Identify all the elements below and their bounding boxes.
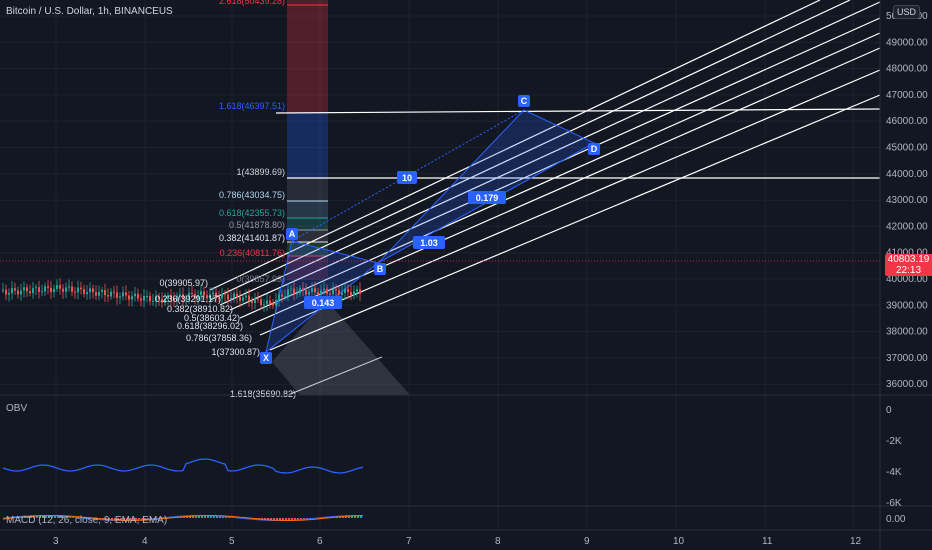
- svg-text:0.179: 0.179: [476, 193, 499, 203]
- grid-lines: [0, 0, 880, 530]
- currency-button[interactable]: USD: [892, 5, 920, 19]
- fib-level-label: 0.786(43034.75): [219, 190, 285, 200]
- fib-projection-label: 1.618(35690.82): [230, 389, 296, 399]
- obv-tick-label: 0: [886, 405, 892, 416]
- price-tick-label: 37000.00: [886, 353, 928, 364]
- svg-text:10: 10: [402, 173, 412, 183]
- pattern-point-D: [588, 143, 600, 155]
- time-tick-label: 7: [406, 536, 412, 547]
- pattern-point-C: [518, 95, 530, 107]
- time-tick-label: 9: [584, 536, 590, 547]
- last-price: 40803.19: [887, 254, 930, 265]
- time-tick-label: 8: [495, 536, 501, 547]
- pattern-point-X: [260, 352, 272, 364]
- pattern-ratio-badge: [304, 296, 342, 309]
- pattern-ratio-labels: 0.143 10 0.179 1.03: [304, 171, 506, 309]
- fib-level-label: 0.382(41401.87): [219, 233, 285, 243]
- time-tick-label: 4: [142, 536, 148, 547]
- pattern-point-B: [374, 263, 386, 275]
- symbol-title[interactable]: Bitcoin / U.S. Dollar, 1h, BINANCEUS: [6, 6, 173, 17]
- svg-text:C: C: [521, 96, 528, 106]
- bar-countdown: 22:13: [895, 265, 922, 276]
- price-tick-label: 47000.00: [886, 90, 928, 101]
- obv-tick-label: -6K: [886, 498, 902, 509]
- time-axis[interactable]: 3 4 5 6 7 8 9 10 11 12: [53, 536, 862, 547]
- fib-projection-label: 0(39905.97): [159, 278, 208, 288]
- fib-projection-label: 1(37300.87): [211, 347, 260, 357]
- fib-level-label: 1(43899.69): [236, 167, 285, 177]
- macd-tick-label: 0.00: [886, 514, 906, 525]
- time-tick-label: 12: [850, 536, 862, 547]
- fib-projection-labels: 0(39905.97) 0.236(39291.17)0.382(38910.82…: [155, 278, 296, 399]
- price-tick-label: 48000.00: [886, 64, 928, 75]
- fib-projection-label: 0.236(39291.17): [155, 294, 221, 304]
- obv-label[interactable]: OBV: [6, 403, 28, 414]
- candlestick-series: [2, 278, 361, 312]
- pattern-point-labels: X A B C D: [260, 95, 600, 364]
- price-tick-label: 49000.00: [886, 37, 928, 48]
- price-tick-label: 44000.00: [886, 169, 928, 180]
- fib-retracement-tool[interactable]: [287, 0, 328, 280]
- macd-series: [2, 515, 364, 521]
- svg-text:1.03: 1.03: [420, 238, 438, 248]
- fib-retracement-labels: 2.618(50439.28) 1.618(46397.51) 1(43899.69…: [219, 0, 285, 284]
- fib-level-label: 0.618(42355.73): [219, 208, 285, 218]
- fib-projection-label: 0.382(38910.82): [167, 304, 233, 314]
- fib-level-label: 0.5(41878.80): [229, 220, 285, 230]
- pattern-ratio-badge: [413, 236, 445, 249]
- fib-projection-label: 0.786(37858.36): [186, 333, 252, 343]
- fib-projection-zone[interactable]: [272, 300, 410, 396]
- svg-text:D: D: [591, 144, 598, 154]
- fib-level-label: 0(39857.93): [236, 274, 285, 284]
- price-tick-label: 42000.00: [886, 221, 928, 232]
- time-tick-label: 5: [229, 536, 235, 547]
- pattern-point-A: [286, 228, 298, 240]
- fib-level-label: 1.618(46397.51): [219, 101, 285, 111]
- macd-label[interactable]: MACD (12, 26, close, 9, EMA, EMA): [6, 515, 168, 526]
- price-tick-label: 46000.00: [886, 116, 928, 127]
- fib-projection-label: 0.618(38296.02): [177, 321, 243, 331]
- price-tick-label: 43000.00: [886, 195, 928, 206]
- svg-text:B: B: [377, 264, 384, 274]
- svg-text:0.143: 0.143: [312, 298, 335, 308]
- fib-level-label: 2.618(50439.28): [219, 0, 285, 6]
- price-tick-label: 36000.00: [886, 379, 928, 390]
- obv-tick-label: -4K: [886, 467, 902, 478]
- macd-axis: 0.00: [886, 514, 906, 525]
- horizontal-line-46397[interactable]: [275, 108, 881, 114]
- price-tick-label: 41000.00: [886, 248, 928, 259]
- price-tick-label: 40000.00: [886, 274, 928, 285]
- price-tick-label: 39000.00: [886, 300, 928, 311]
- price-tick-label: 45000.00: [886, 143, 928, 154]
- svg-text:A: A: [289, 229, 296, 239]
- fib-level-label: 0.236(40811.76): [220, 248, 285, 258]
- last-price-badge: 40803.19 22:13: [885, 254, 932, 276]
- time-tick-label: 3: [53, 536, 59, 547]
- obv-tick-label: -2K: [886, 436, 902, 447]
- pattern-ratio-badge: [468, 191, 506, 204]
- svg-text:X: X: [263, 353, 269, 363]
- price-tick-label: 38000.00: [886, 327, 928, 338]
- pitchfork-lines[interactable]: [209, 0, 881, 351]
- pattern-ratio-badge: [397, 171, 417, 184]
- time-tick-label: 6: [317, 536, 323, 547]
- obv-axis: 0 -2K -4K -6K: [886, 405, 902, 509]
- time-tick-label: 11: [762, 536, 773, 547]
- fib-projection-label: 0.5(38603.42): [184, 313, 240, 323]
- time-tick-label: 10: [673, 536, 685, 547]
- price-axis[interactable]: 50000.0049000.0048000.0047000.0046000.00…: [886, 11, 928, 390]
- obv-line: [2, 458, 364, 474]
